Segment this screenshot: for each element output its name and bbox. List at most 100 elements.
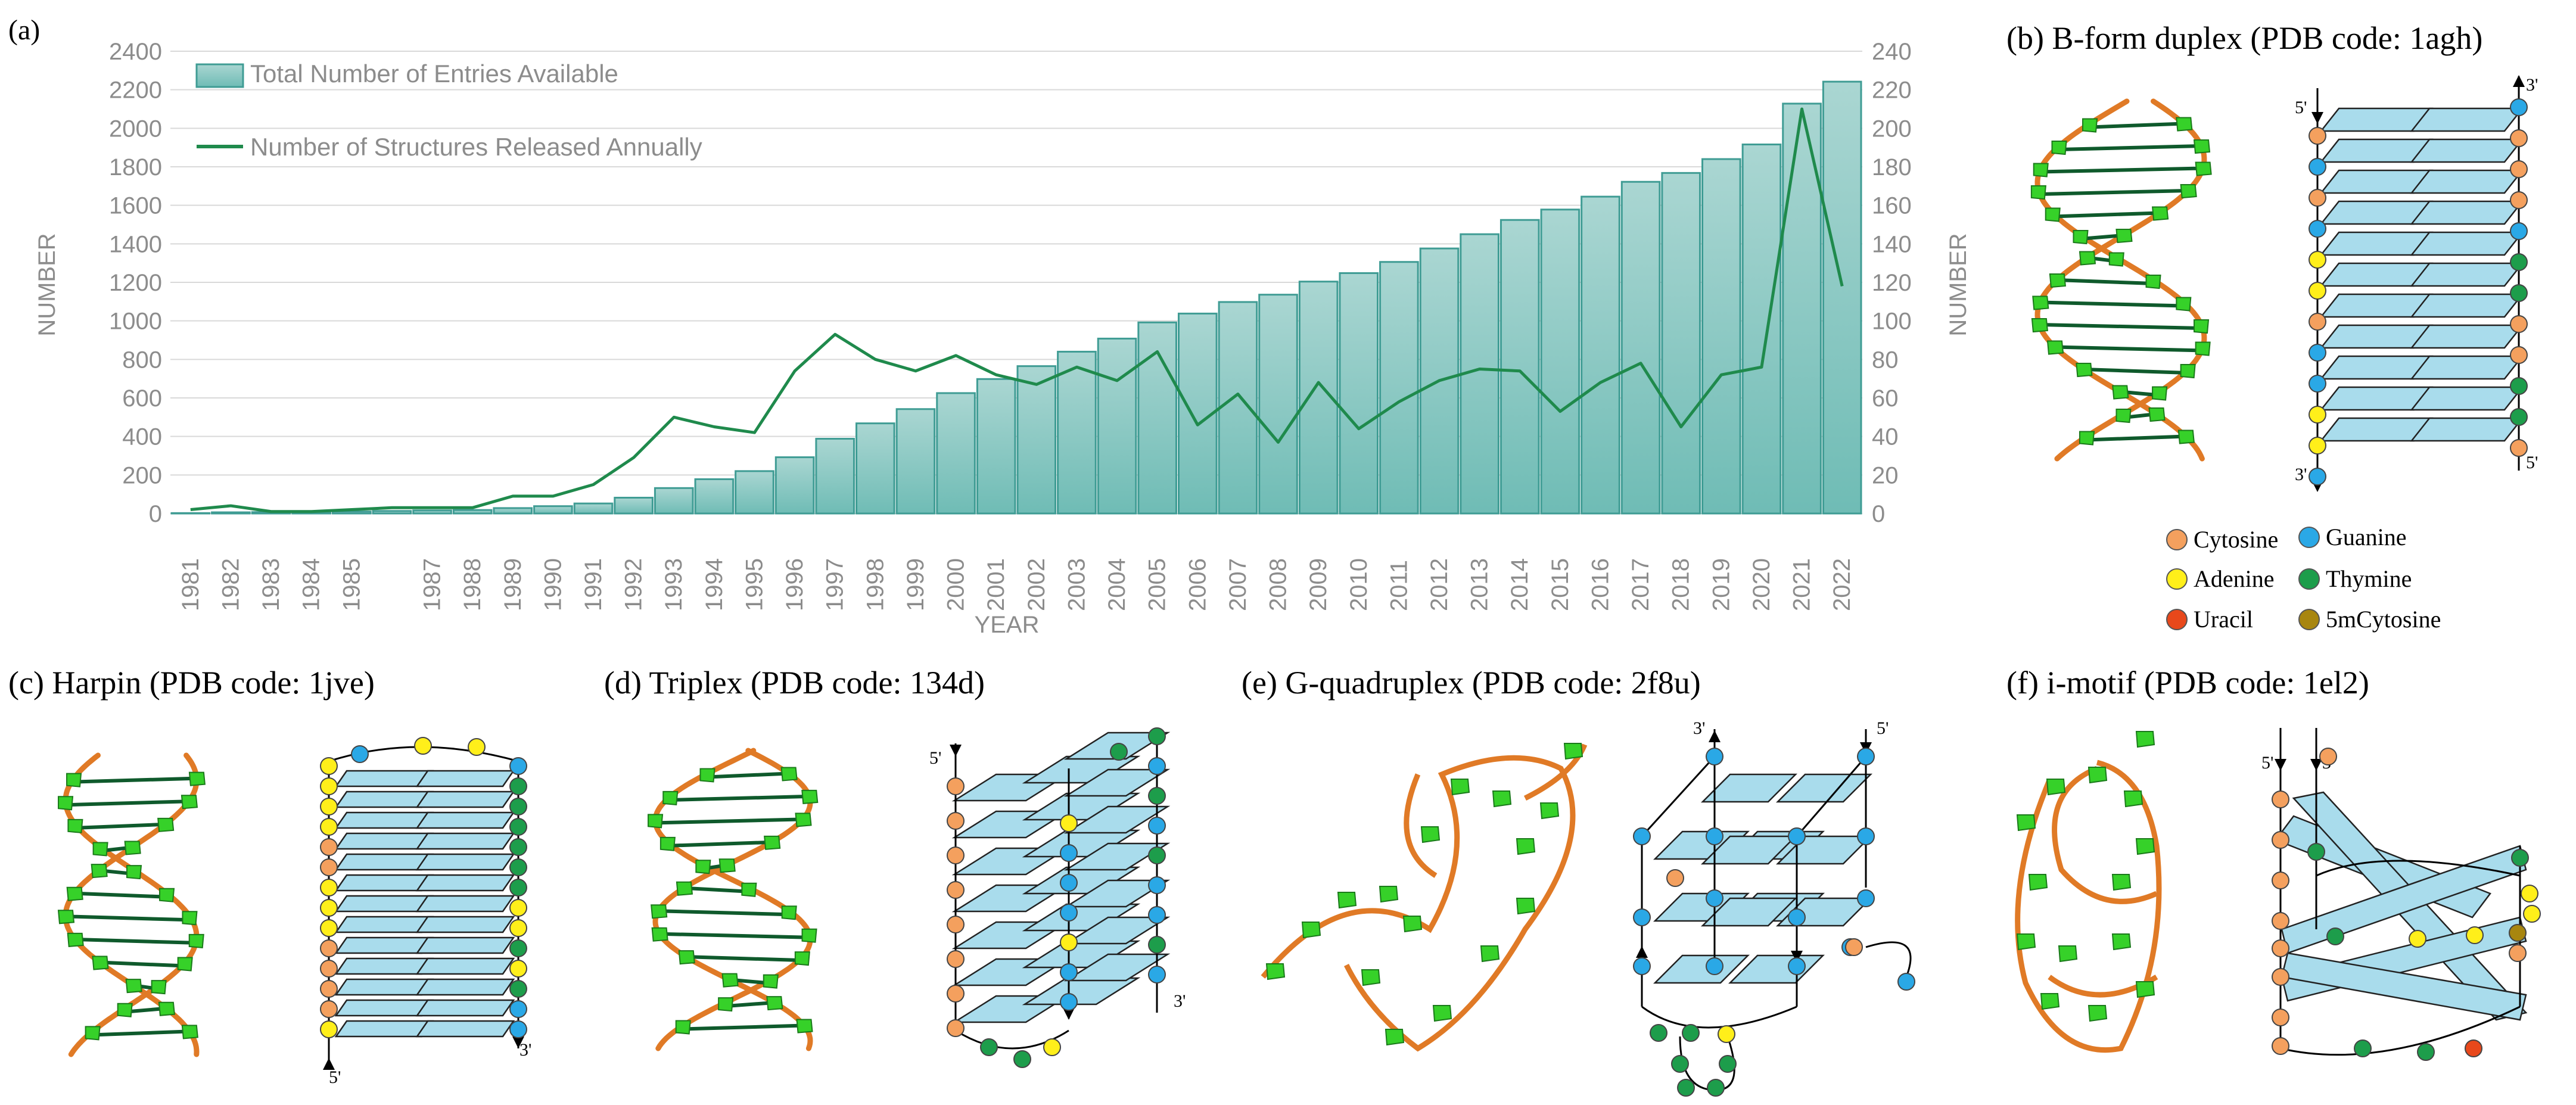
nucleotide-dot — [1043, 1038, 1061, 1056]
sugar-ring — [2051, 141, 2067, 155]
sugar-ring — [66, 886, 83, 901]
bar — [412, 509, 452, 515]
nucleotide-dot — [2510, 253, 2528, 271]
sugar-ring — [181, 1025, 198, 1039]
x-tick-label: 2002 — [1023, 558, 1050, 611]
y-tick-label: 800 — [122, 347, 162, 373]
base-plate — [2410, 138, 2524, 163]
base-plate — [415, 853, 515, 871]
sugar-ring — [57, 910, 75, 925]
base-plate — [415, 999, 515, 1017]
nucleotide-dot — [947, 1019, 965, 1037]
sugar-ring — [1385, 1029, 1405, 1046]
nucleotide-dot — [2510, 222, 2528, 240]
nucleotide-dot — [320, 919, 338, 937]
base-pair-rung — [99, 960, 185, 968]
sugar-ring — [695, 860, 711, 874]
nucleotide-dot — [2309, 282, 2326, 300]
base-pair-rung — [667, 840, 772, 848]
bar — [976, 378, 1016, 515]
sugar-ring — [158, 1001, 175, 1016]
nucleotide-dot — [2521, 885, 2538, 902]
x-tick-label: 2022 — [1829, 558, 1855, 611]
panel-a-label: (a) — [8, 14, 40, 46]
sugar-ring — [2180, 364, 2196, 379]
nucleotide-dot — [2272, 1037, 2289, 1055]
nucleotide-dot — [1060, 933, 1078, 951]
panel-b-label: (b) B-form duplex (PDB code: 1agh) — [2006, 20, 2482, 56]
x-tick-label: 2012 — [1426, 558, 1452, 611]
nucleotide-dot — [947, 812, 965, 830]
triplex-3d-structure — [648, 748, 819, 1051]
nucleotide-dot — [2272, 968, 2289, 986]
nucleotide-legend: Cytosine Guanine Adenine Thymine Uracil … — [2166, 524, 2441, 633]
base-plate — [415, 832, 515, 850]
nucleotide-dot — [2309, 220, 2326, 238]
base-plate — [2410, 169, 2524, 194]
base-plate — [415, 978, 515, 996]
legend-guanine: Guanine — [2326, 524, 2407, 550]
chart-area: 0200400600800100012001400160018002000220… — [34, 39, 1971, 638]
base-pair-rung — [2086, 434, 2186, 442]
nucleotide-dot — [320, 1020, 338, 1038]
sugar-ring — [678, 950, 695, 965]
x-tick-label: 1997 — [822, 558, 848, 611]
nucleotide-dot — [1788, 957, 1806, 975]
nucleotide-dot — [320, 838, 338, 856]
nucleotide-dot — [2272, 912, 2289, 930]
nucleotide-dot — [2509, 944, 2527, 962]
hairpin-schematic: 5' 3' — [320, 737, 531, 1087]
sugar-ring — [2045, 207, 2061, 222]
nucleotide-dot — [320, 960, 338, 978]
sugar-ring — [676, 881, 693, 896]
sugar-ring — [2193, 139, 2211, 154]
base-plate — [415, 811, 515, 829]
x-tick-label: 2007 — [1225, 558, 1251, 611]
sugar-ring — [2111, 933, 2132, 951]
quadruplex-schematic: 3' 5' — [1633, 718, 1915, 1097]
base-pair-rung — [659, 932, 810, 939]
three-prime-label: 3' — [1174, 991, 1186, 1011]
bar — [1016, 365, 1057, 515]
arrow-down-icon — [2275, 759, 2286, 771]
nucleotide-dot — [2326, 927, 2344, 945]
sugar-ring — [1516, 838, 1536, 855]
sugar-ring — [763, 974, 779, 989]
nucleotide-dot — [509, 939, 527, 957]
x-tick-label: 1996 — [782, 558, 808, 611]
sugar-ring — [2111, 874, 2132, 891]
nucleotide-dot — [2309, 437, 2326, 455]
triplex-nucleotides — [947, 727, 1166, 1068]
sugar-ring — [801, 789, 819, 805]
base-plate — [2410, 324, 2524, 349]
y-tick-label: 0 — [149, 501, 162, 527]
arrow-up-icon — [323, 1058, 335, 1070]
x-tick-label: 2003 — [1063, 558, 1090, 611]
panel-c: (c) Harpin (PDB code: 1jve) 5' 3' — [8, 665, 531, 1087]
base-pair-rung — [2089, 122, 2184, 129]
nucleotide-dot — [2309, 127, 2326, 145]
base-plate — [415, 957, 515, 975]
y-tick-label: 2400 — [109, 39, 162, 65]
sugar-ring — [1379, 886, 1399, 903]
bar — [1822, 80, 1862, 515]
legend-cytosine: Cytosine — [2194, 526, 2278, 553]
triplex-loop — [955, 1029, 1069, 1050]
panel-e-label: (e) G-quadruplex (PDB code: 2f8u) — [1242, 665, 1701, 701]
nucleotide-dot — [509, 980, 527, 998]
nucleotide-dot — [1706, 748, 1723, 765]
nucleotide-dot — [414, 737, 432, 755]
nucleotide-dot — [509, 777, 527, 795]
sugar-ring — [2046, 779, 2066, 796]
hairpin-3d-structure — [57, 752, 206, 1057]
bar — [1097, 337, 1137, 515]
nucleotide-dot — [351, 745, 369, 763]
y2-tick-label: 80 — [1872, 347, 1899, 373]
nucleotide-dot — [509, 919, 527, 937]
methylcytosine-dot-icon — [2298, 609, 2320, 630]
chart-legend: Total Number of Entries Available Number… — [195, 60, 702, 161]
sugar-ring — [181, 795, 198, 810]
nucleotide-dot — [2309, 375, 2326, 393]
nucleotide-dot — [2417, 1043, 2435, 1061]
nucleotide-dot — [947, 881, 965, 899]
